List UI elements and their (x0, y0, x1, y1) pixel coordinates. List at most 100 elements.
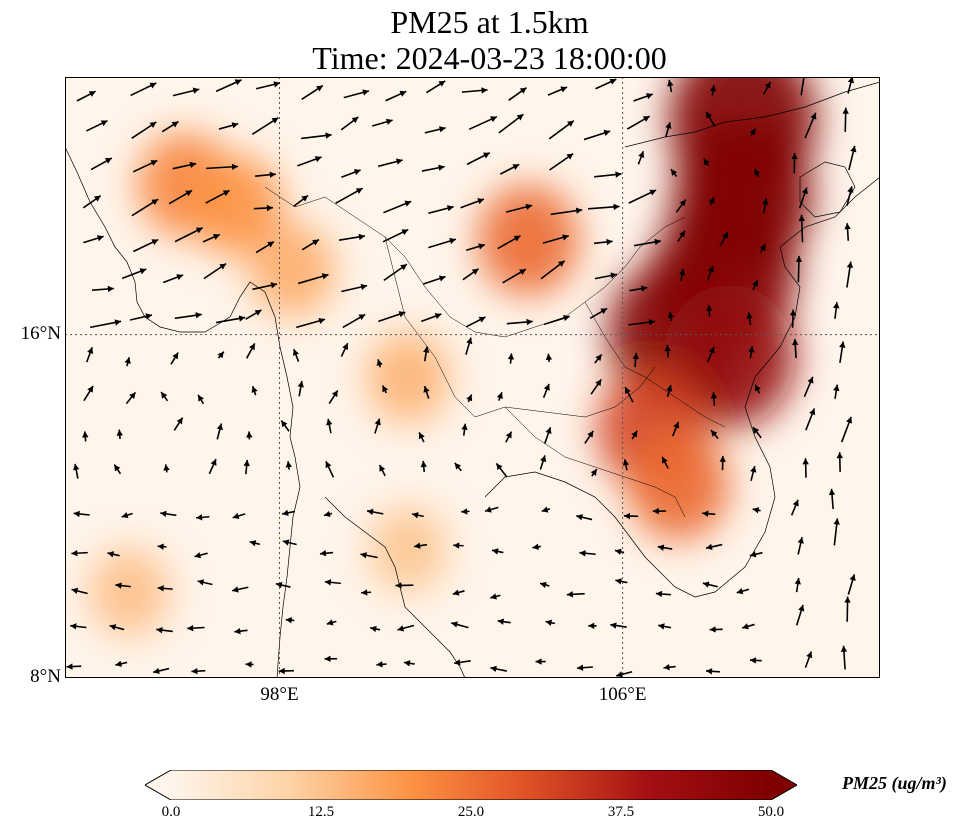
wind-arrow (462, 268, 480, 281)
wind-arrow (243, 459, 250, 475)
wind-arrow (323, 510, 333, 518)
wind-arrow (168, 189, 193, 205)
border-4 (584, 301, 726, 428)
wind-arrow (593, 238, 613, 246)
wind-arrow (719, 455, 726, 471)
wind-arrow (153, 667, 170, 675)
wind-arrow (285, 461, 293, 470)
wind-arrow (754, 384, 761, 394)
wind-arrow (460, 198, 485, 209)
coastline-thailand-gulf (324, 496, 466, 678)
wind-arrow (499, 163, 520, 175)
wind-arrow (671, 421, 680, 437)
wind-arrow (378, 311, 406, 323)
border-3 (504, 406, 686, 518)
wind-arrow (790, 499, 799, 516)
wind-arrow (490, 665, 508, 673)
wind-arrow (543, 315, 570, 326)
wind-arrow (383, 263, 408, 282)
wind-arrow (420, 460, 427, 473)
wind-arrow (131, 121, 157, 139)
wind-arrow (132, 159, 158, 173)
wind-arrow (497, 618, 511, 625)
wind-arrow (411, 512, 424, 519)
wind-arrow (215, 79, 242, 93)
wind-arrow (702, 510, 716, 517)
colorbar-tick-label: 50.0 (757, 804, 785, 820)
lat-tick-label: 8°N (30, 666, 61, 687)
wind-arrow (73, 463, 80, 479)
colorbar-label: PM25 (ug/m³) (842, 773, 947, 793)
wind-arrow (803, 376, 814, 398)
wind-arrow (208, 458, 217, 475)
wind-arrow (293, 194, 309, 208)
wind-arrow (301, 84, 324, 100)
pm25-hotspot-7 (477, 184, 580, 297)
pm25-hotspot-11 (366, 331, 451, 424)
wind-arrow (540, 260, 566, 280)
wind-arrow (381, 385, 389, 394)
wind-arrow (847, 77, 855, 94)
wind-arrow (836, 452, 843, 472)
wind-arrow (325, 460, 335, 478)
wind-arrow (631, 430, 638, 440)
wind-arrow (632, 352, 639, 368)
wind-arrow (170, 352, 179, 365)
wind-arrow (216, 423, 223, 440)
wind-arrow (466, 394, 473, 403)
wind-arrow (484, 506, 499, 513)
wind-arrow (798, 214, 805, 243)
wind-arrow (173, 417, 184, 431)
wind-arrow (215, 315, 246, 324)
wind-arrow (157, 543, 167, 550)
wind-arrow (423, 385, 430, 399)
wind-arrow (833, 302, 840, 319)
wind-arrow (301, 132, 332, 140)
wind-arrow (497, 235, 521, 250)
wind-arrow (245, 309, 262, 320)
wind-arrow (741, 623, 755, 630)
wind-arrow (425, 80, 446, 94)
coastline-hainan (799, 161, 856, 218)
wind-arrow (610, 622, 627, 629)
wind-arrow (324, 579, 341, 586)
wind-arrow (245, 343, 256, 359)
wind-arrow (376, 661, 387, 668)
wind-vectors (66, 77, 857, 678)
wind-arrow (667, 79, 674, 93)
wind-arrow (750, 465, 757, 482)
wind-arrow (844, 223, 851, 241)
wind-arrow (794, 577, 801, 593)
wind-arrow (418, 432, 425, 443)
wind-arrow (340, 116, 359, 131)
wind-arrow (423, 275, 446, 285)
wind-arrow (326, 418, 333, 434)
wind-arrow (376, 359, 383, 368)
wind-arrow (174, 227, 204, 243)
wind-arrow (89, 319, 122, 329)
wind-arrow (133, 238, 159, 253)
wind-arrow (762, 198, 769, 214)
wind-arrow (163, 464, 170, 473)
wind-arrow (705, 111, 716, 127)
wind-arrow (795, 255, 803, 283)
wind-arrow (246, 431, 253, 440)
wind-arrow (338, 233, 366, 242)
wind-arrow (424, 126, 446, 134)
wind-arrow (670, 168, 678, 178)
wind-arrow (629, 285, 648, 292)
wind-arrow (249, 540, 261, 547)
wind-arrow (251, 385, 258, 396)
coastline-gulf-east (484, 176, 880, 598)
pm25-hotspot-10 (249, 223, 336, 318)
wind-arrow (805, 408, 816, 431)
wind-arrow (292, 348, 300, 362)
wind-arrow (663, 664, 676, 671)
wind-arrow (328, 389, 339, 404)
gridlines (65, 77, 880, 678)
wind-arrow (679, 268, 686, 282)
wind-arrow (749, 128, 757, 137)
coastline-vietnam-north (624, 81, 880, 148)
wind-arrow (623, 512, 639, 520)
wind-arrow (172, 161, 197, 170)
